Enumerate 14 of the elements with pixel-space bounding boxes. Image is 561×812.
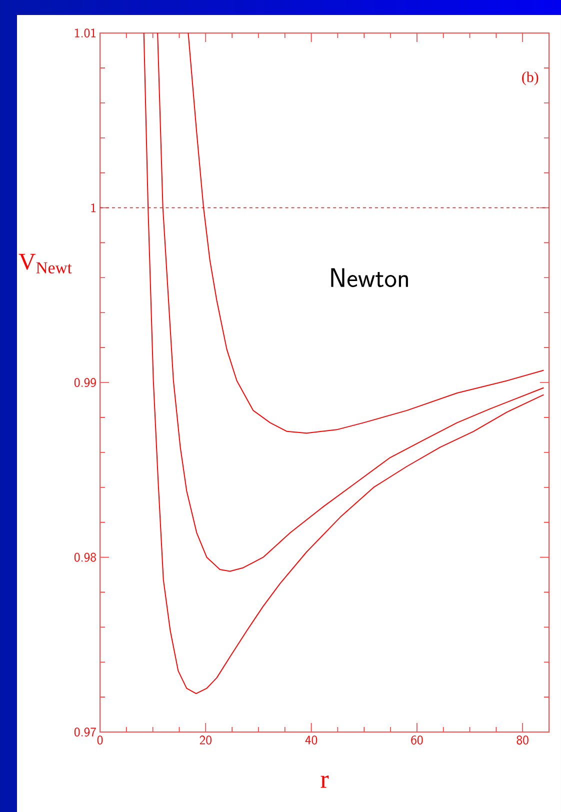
y-tick-label: 0.99 <box>74 378 96 387</box>
x-tick-label: 20 <box>200 736 212 745</box>
y-tick-label: 1 <box>91 203 96 212</box>
y-axis-title: V$_{Newt}$ <box>18 254 72 274</box>
y-tick-label: 1.01 <box>75 28 96 38</box>
x-tick-label: 0 <box>97 736 103 745</box>
x-tick-label: 80 <box>516 736 528 745</box>
y-tick-label: 0.97 <box>74 727 96 736</box>
x-tick-label: 60 <box>411 736 423 745</box>
y-tick-label: 0.98 <box>74 552 96 562</box>
x-axis-title: r <box>320 776 329 788</box>
annotation: (b) <box>522 72 538 86</box>
x-tick-label: 40 <box>305 736 318 745</box>
annotation: Newton <box>331 268 408 288</box>
